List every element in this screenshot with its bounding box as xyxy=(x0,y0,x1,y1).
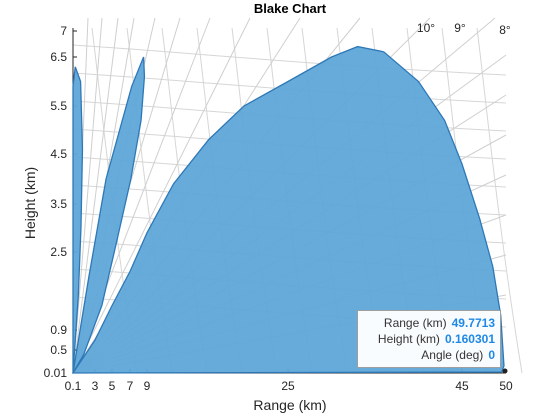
data-tip-angle-value: 0 xyxy=(488,348,495,362)
y-tick-label-7: 5.5 xyxy=(50,99,67,113)
x-tick-label-1: 0.1 xyxy=(65,379,82,393)
data-tip-height-row: Height (km) 0.160301 xyxy=(363,331,495,347)
data-tip-height-value: 0.160301 xyxy=(444,332,495,346)
x-axis-label: Range (km) xyxy=(253,397,326,413)
data-tip-range-value: 49.7713 xyxy=(451,316,495,330)
data-tip-angle-label: Angle (deg) xyxy=(421,348,484,362)
grid-ray-3 xyxy=(72,17,119,374)
x-tick-label-3: 5 xyxy=(109,379,116,393)
y-tick-label-6: 4.5 xyxy=(50,147,67,161)
data-tip-angle-row: Angle (deg) 0 xyxy=(363,347,495,363)
y-tick-label-9: 7 xyxy=(60,24,67,38)
chart-title: Blake Chart xyxy=(254,1,327,16)
grid-ray-2 xyxy=(72,17,103,374)
elevation-angle-label-1: 10° xyxy=(417,21,435,35)
x-tick-label-6: 25 xyxy=(281,379,295,393)
y-tick-label-1: 0.01 xyxy=(44,366,68,380)
data-tip-range-label: Range (km) xyxy=(383,316,447,330)
elevation-angle-label-3: 8° xyxy=(499,23,511,37)
x-tick-label-7: 45 xyxy=(455,379,469,393)
y-tick-label-3: 0.9 xyxy=(50,323,67,337)
x-tick-label-2: 3 xyxy=(92,379,99,393)
y-tick-label-8: 6.5 xyxy=(50,50,67,64)
x-tick-label-5: 9 xyxy=(144,379,151,393)
y-tick-label-2: 0.5 xyxy=(50,343,67,357)
coverage-lobe-2 xyxy=(72,56,146,374)
x-tick-label-8: 50 xyxy=(499,379,513,393)
elevation-angle-label-2: 9° xyxy=(454,21,466,35)
y-tick-label-4: 2.5 xyxy=(50,245,67,259)
grid-curve-12 xyxy=(476,27,523,374)
coverage-lobe-3 xyxy=(71,45,505,374)
y-axis-label: Height (km) xyxy=(22,167,38,239)
y-tick-label-5: 3.5 xyxy=(50,197,67,211)
selected-data-point xyxy=(502,368,508,374)
coverage-lobe-1 xyxy=(72,66,84,374)
data-tip-height-label: Height (km) xyxy=(377,332,440,346)
x-tick-label-4: 7 xyxy=(127,379,134,393)
data-tip-range-row: Range (km) 49.7713 xyxy=(363,315,495,331)
grid-ray-8 xyxy=(72,17,251,374)
data-tip: Range (km) 49.7713 Height (km) 0.160301 … xyxy=(357,310,501,368)
